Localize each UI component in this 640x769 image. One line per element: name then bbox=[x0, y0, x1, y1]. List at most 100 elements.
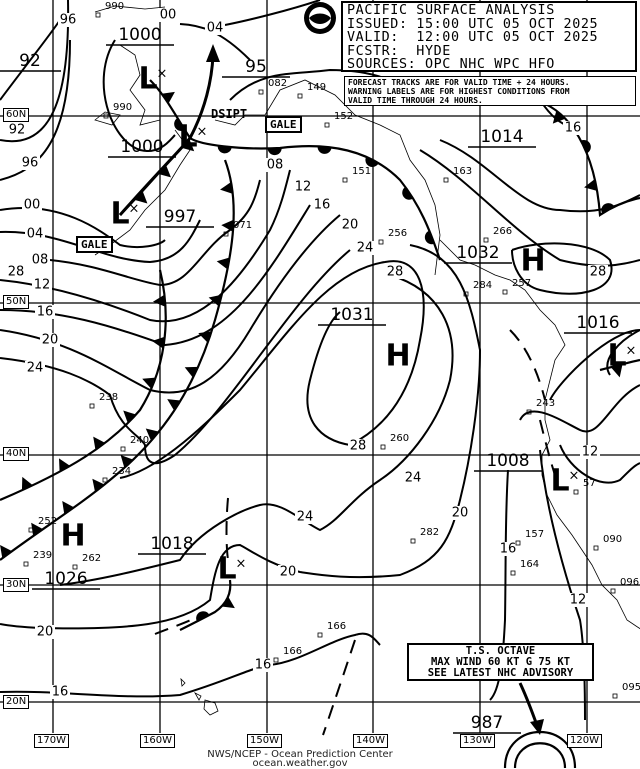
notice-line: VALID TIME THROUGH 24 HOURS. bbox=[348, 96, 483, 105]
station-marker-icon bbox=[443, 177, 449, 183]
warm-front-semicircle bbox=[174, 117, 185, 131]
station-marker-icon bbox=[223, 231, 229, 237]
lon-label-160w: 160W bbox=[140, 734, 175, 748]
isobar-label-background bbox=[50, 685, 70, 699]
cold-front-triangle bbox=[92, 478, 105, 492]
noaa-logo bbox=[304, 2, 336, 34]
isobar-label-background bbox=[6, 265, 26, 279]
ship-observation-label: 090 bbox=[603, 534, 622, 545]
station-marker-icon bbox=[317, 632, 323, 638]
isobar bbox=[179, 0, 321, 61]
ship-observation-label: 262 bbox=[82, 553, 101, 564]
cold-front-triangle bbox=[208, 294, 222, 307]
isobar bbox=[119, 260, 425, 479]
isobar-label: 00 bbox=[24, 198, 41, 213]
station-marker-icon bbox=[95, 12, 101, 18]
isobar-label: 24 bbox=[405, 471, 422, 486]
station-marker-icon bbox=[526, 409, 532, 415]
isobar bbox=[102, 39, 176, 152]
ship-observation-label: 57 bbox=[583, 478, 596, 489]
isobar-label-background bbox=[30, 253, 50, 267]
isobar-label: 16 bbox=[52, 685, 69, 700]
pressure-center-value: 987 bbox=[471, 713, 503, 733]
dissipating-label: DSIPT bbox=[211, 107, 248, 121]
isobar-label: 16 bbox=[37, 305, 54, 320]
isobar-label: 28 bbox=[387, 265, 404, 280]
isobar-label: 28 bbox=[350, 439, 367, 454]
isobar-label: 16 bbox=[500, 542, 517, 557]
isobar-label: 04 bbox=[27, 227, 44, 242]
low-center-x-icon: × bbox=[626, 344, 637, 359]
isobar-label: 00 bbox=[160, 8, 177, 23]
footer-credit: NWS/NCEP - Ocean Prediction Center ocean… bbox=[170, 750, 430, 769]
trough-line bbox=[509, 329, 546, 401]
isobar-label-background bbox=[340, 218, 360, 232]
forecast-track bbox=[118, 54, 215, 216]
trough-line bbox=[539, 419, 556, 476]
lon-label-170w: 170W bbox=[34, 734, 69, 748]
isobar bbox=[519, 384, 640, 433]
warm-front-semicircle bbox=[424, 230, 435, 245]
isobar bbox=[511, 242, 613, 295]
high-pressure-symbol: H bbox=[520, 244, 545, 279]
cold-front-triangle bbox=[221, 219, 234, 232]
isobar-label: 20 bbox=[37, 625, 54, 640]
lat-lon-grid bbox=[0, 0, 640, 733]
station-marker-icon bbox=[258, 89, 264, 95]
pressure-center-value: 1000 bbox=[118, 25, 161, 45]
cold-front-triangle bbox=[120, 454, 134, 468]
cold-front-triangle bbox=[142, 377, 156, 389]
ship-observation-label: 082 bbox=[268, 78, 287, 89]
isobar bbox=[0, 169, 291, 323]
isobar-label-background bbox=[355, 241, 375, 255]
trough-line bbox=[322, 639, 356, 736]
lat-label-40n: 40N bbox=[3, 447, 30, 461]
station-marker-icon bbox=[72, 564, 78, 570]
isobar-label-background bbox=[40, 333, 60, 347]
isobar-label-background bbox=[205, 21, 225, 35]
cold-front-triangle bbox=[134, 190, 148, 204]
occluded-front bbox=[534, 98, 640, 217]
cold-front-triangle bbox=[31, 522, 43, 537]
isobar-label: 24 bbox=[357, 241, 374, 256]
gale-warning-label: GALE bbox=[265, 116, 302, 133]
high-pressure-symbol: H bbox=[385, 339, 410, 374]
isobar-label-background bbox=[25, 227, 45, 241]
cold-front-triangle bbox=[62, 500, 75, 515]
lon-label-150w: 150W bbox=[247, 734, 282, 748]
isobars bbox=[0, 0, 640, 721]
low-pressure-symbol: L bbox=[607, 339, 626, 374]
cold-front-triangle bbox=[123, 410, 137, 424]
header-title: PACIFIC SURFACE ANALYSIS bbox=[347, 3, 555, 18]
isobar bbox=[489, 469, 509, 701]
isobar-label-background bbox=[385, 265, 405, 279]
low-center-x-icon: × bbox=[569, 469, 580, 484]
cold-front-triangle bbox=[21, 476, 33, 491]
occluded-front bbox=[149, 79, 191, 139]
cold-front-triangle bbox=[198, 331, 212, 343]
isobar bbox=[0, 214, 341, 394]
station-marker-icon bbox=[612, 693, 618, 699]
station-marker-icon bbox=[502, 289, 508, 295]
pressure-center-value: 1031 bbox=[330, 305, 373, 325]
low-pressure-symbol: L bbox=[217, 552, 236, 587]
pressure-center-value: 1026 bbox=[44, 569, 87, 589]
isobar-label-background bbox=[312, 198, 332, 212]
isobar-label-background bbox=[253, 658, 273, 672]
forecast-tracks bbox=[118, 44, 577, 768]
station-marker-icon bbox=[324, 122, 330, 128]
station-marker-icon bbox=[120, 446, 126, 452]
ship-observation-label: 260 bbox=[390, 433, 409, 444]
ship-observation-label: 163 bbox=[453, 166, 472, 177]
low-pressure-symbol: L bbox=[178, 120, 197, 155]
isobar-label: 12 bbox=[570, 593, 587, 608]
ship-observation-label: 166 bbox=[283, 646, 302, 657]
low-pressure-symbol: L bbox=[550, 464, 569, 499]
isobar-label: 12 bbox=[34, 278, 51, 293]
pressure-center-value: 1014 bbox=[480, 127, 523, 147]
isobar bbox=[419, 149, 640, 267]
analysis-header-box: PACIFIC SURFACE ANALYSIS ISSUED: 15:00 U… bbox=[341, 1, 637, 72]
isobar-label-background bbox=[568, 593, 588, 607]
station-marker-icon bbox=[273, 657, 279, 663]
station-marker-icon bbox=[593, 545, 599, 551]
